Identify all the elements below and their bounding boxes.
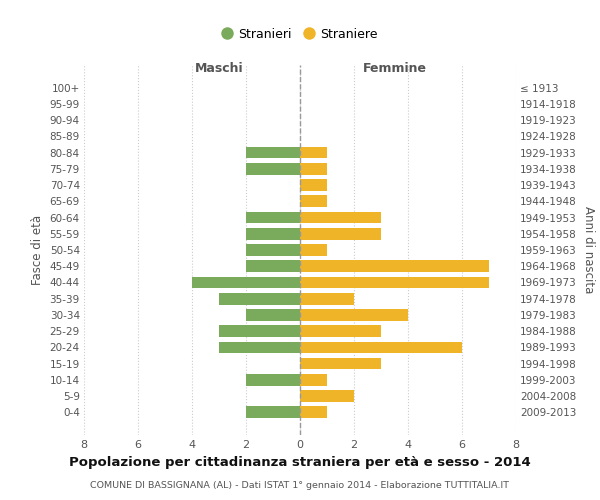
Bar xyxy=(300,212,381,224)
Bar xyxy=(300,276,489,288)
Bar xyxy=(300,179,327,191)
Bar xyxy=(300,293,354,304)
Bar xyxy=(192,276,300,288)
Bar xyxy=(246,244,300,256)
Bar xyxy=(300,358,381,370)
Bar xyxy=(246,228,300,239)
Bar xyxy=(300,147,327,158)
Bar xyxy=(300,196,327,207)
Bar xyxy=(246,163,300,174)
Bar xyxy=(300,228,381,239)
Y-axis label: Anni di nascita: Anni di nascita xyxy=(583,206,595,294)
Bar xyxy=(246,406,300,418)
Bar xyxy=(246,309,300,321)
Text: Popolazione per cittadinanza straniera per età e sesso - 2014: Popolazione per cittadinanza straniera p… xyxy=(69,456,531,469)
Bar xyxy=(300,342,462,353)
Bar xyxy=(219,326,300,337)
Text: COMUNE DI BASSIGNANA (AL) - Dati ISTAT 1° gennaio 2014 - Elaborazione TUTTITALIA: COMUNE DI BASSIGNANA (AL) - Dati ISTAT 1… xyxy=(91,482,509,490)
Bar xyxy=(300,374,327,386)
Bar xyxy=(300,406,327,418)
Bar xyxy=(246,212,300,224)
Bar xyxy=(219,293,300,304)
Bar xyxy=(246,374,300,386)
Y-axis label: Fasce di età: Fasce di età xyxy=(31,215,44,285)
Bar xyxy=(219,342,300,353)
Bar xyxy=(300,390,354,402)
Bar xyxy=(300,309,408,321)
Bar xyxy=(300,163,327,174)
Bar xyxy=(246,147,300,158)
Bar xyxy=(246,260,300,272)
Bar xyxy=(300,244,327,256)
Bar xyxy=(300,326,381,337)
Text: Maschi: Maschi xyxy=(194,62,244,74)
Bar xyxy=(300,260,489,272)
Text: Femmine: Femmine xyxy=(362,62,427,74)
Legend: Stranieri, Straniere: Stranieri, Straniere xyxy=(217,23,383,46)
